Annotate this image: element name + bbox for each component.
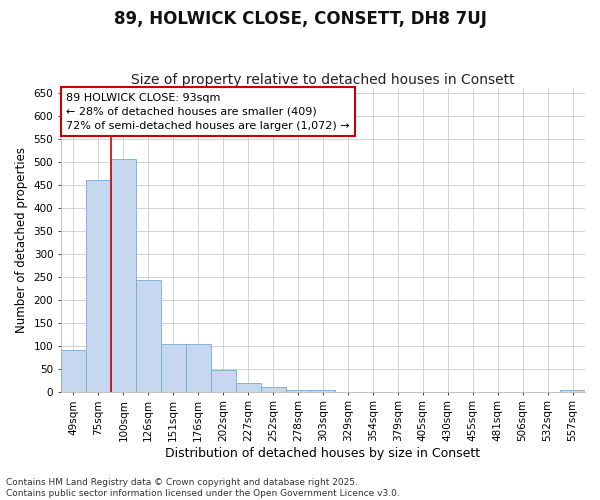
Bar (286, 390, 310, 392)
Bar (111, 158, 136, 392)
Bar (560, 390, 585, 392)
Text: Contains HM Land Registry data © Crown copyright and database right 2025.
Contai: Contains HM Land Registry data © Crown c… (6, 478, 400, 498)
X-axis label: Distribution of detached houses by size in Consett: Distribution of detached houses by size … (166, 447, 481, 460)
Bar (260, 387, 286, 392)
Title: Size of property relative to detached houses in Consett: Size of property relative to detached ho… (131, 73, 515, 87)
Text: 89, HOLWICK CLOSE, CONSETT, DH8 7UJ: 89, HOLWICK CLOSE, CONSETT, DH8 7UJ (113, 10, 487, 28)
Bar (236, 384, 260, 392)
Bar (86, 180, 111, 392)
Bar (186, 344, 211, 392)
Y-axis label: Number of detached properties: Number of detached properties (15, 147, 28, 333)
Bar (211, 370, 236, 392)
Bar (61, 350, 86, 392)
Bar (310, 390, 335, 392)
Bar (136, 280, 161, 392)
Text: 89 HOLWICK CLOSE: 93sqm
← 28% of detached houses are smaller (409)
72% of semi-d: 89 HOLWICK CLOSE: 93sqm ← 28% of detache… (66, 92, 350, 130)
Bar (161, 344, 186, 392)
